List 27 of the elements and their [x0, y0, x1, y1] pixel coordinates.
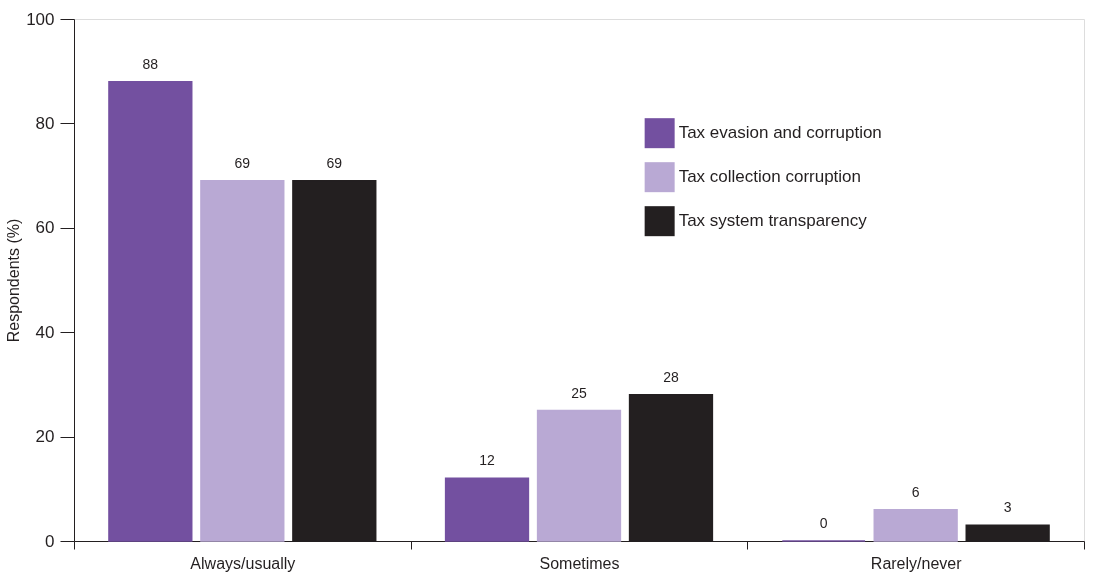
bar	[108, 80, 193, 542]
bar	[873, 508, 958, 542]
bar	[200, 180, 285, 542]
y-axis-title: Respondents (%)	[5, 218, 23, 343]
data-label: 28	[663, 368, 679, 385]
y-tick-label: 20	[35, 427, 55, 447]
data-label: 25	[571, 384, 587, 401]
data-label: 69	[234, 154, 251, 171]
legend-label: Tax collection corruption	[678, 167, 862, 187]
legend-label: Tax evasion and corruption	[678, 123, 882, 143]
y-tick-label: 100	[26, 9, 55, 29]
x-tick-label: Rarely/never	[870, 554, 963, 572]
x-tick-label: Always/usually	[190, 554, 296, 572]
data-label: 88	[142, 55, 159, 72]
data-label: 69	[326, 154, 343, 171]
y-tick-label: 60	[35, 218, 55, 238]
bar	[536, 409, 622, 542]
y-tick-label: 40	[35, 322, 55, 342]
x-tick-label: Sometimes	[539, 554, 620, 572]
y-tick-label: 0	[45, 531, 55, 551]
data-label: 3	[1003, 499, 1012, 516]
y-tick-label: 80	[35, 113, 55, 133]
data-label: 6	[911, 483, 920, 500]
bar	[444, 477, 530, 542]
data-label: 12	[479, 452, 496, 469]
data-label: 0	[819, 515, 828, 531]
legend-label: Tax system transparency	[678, 211, 868, 231]
